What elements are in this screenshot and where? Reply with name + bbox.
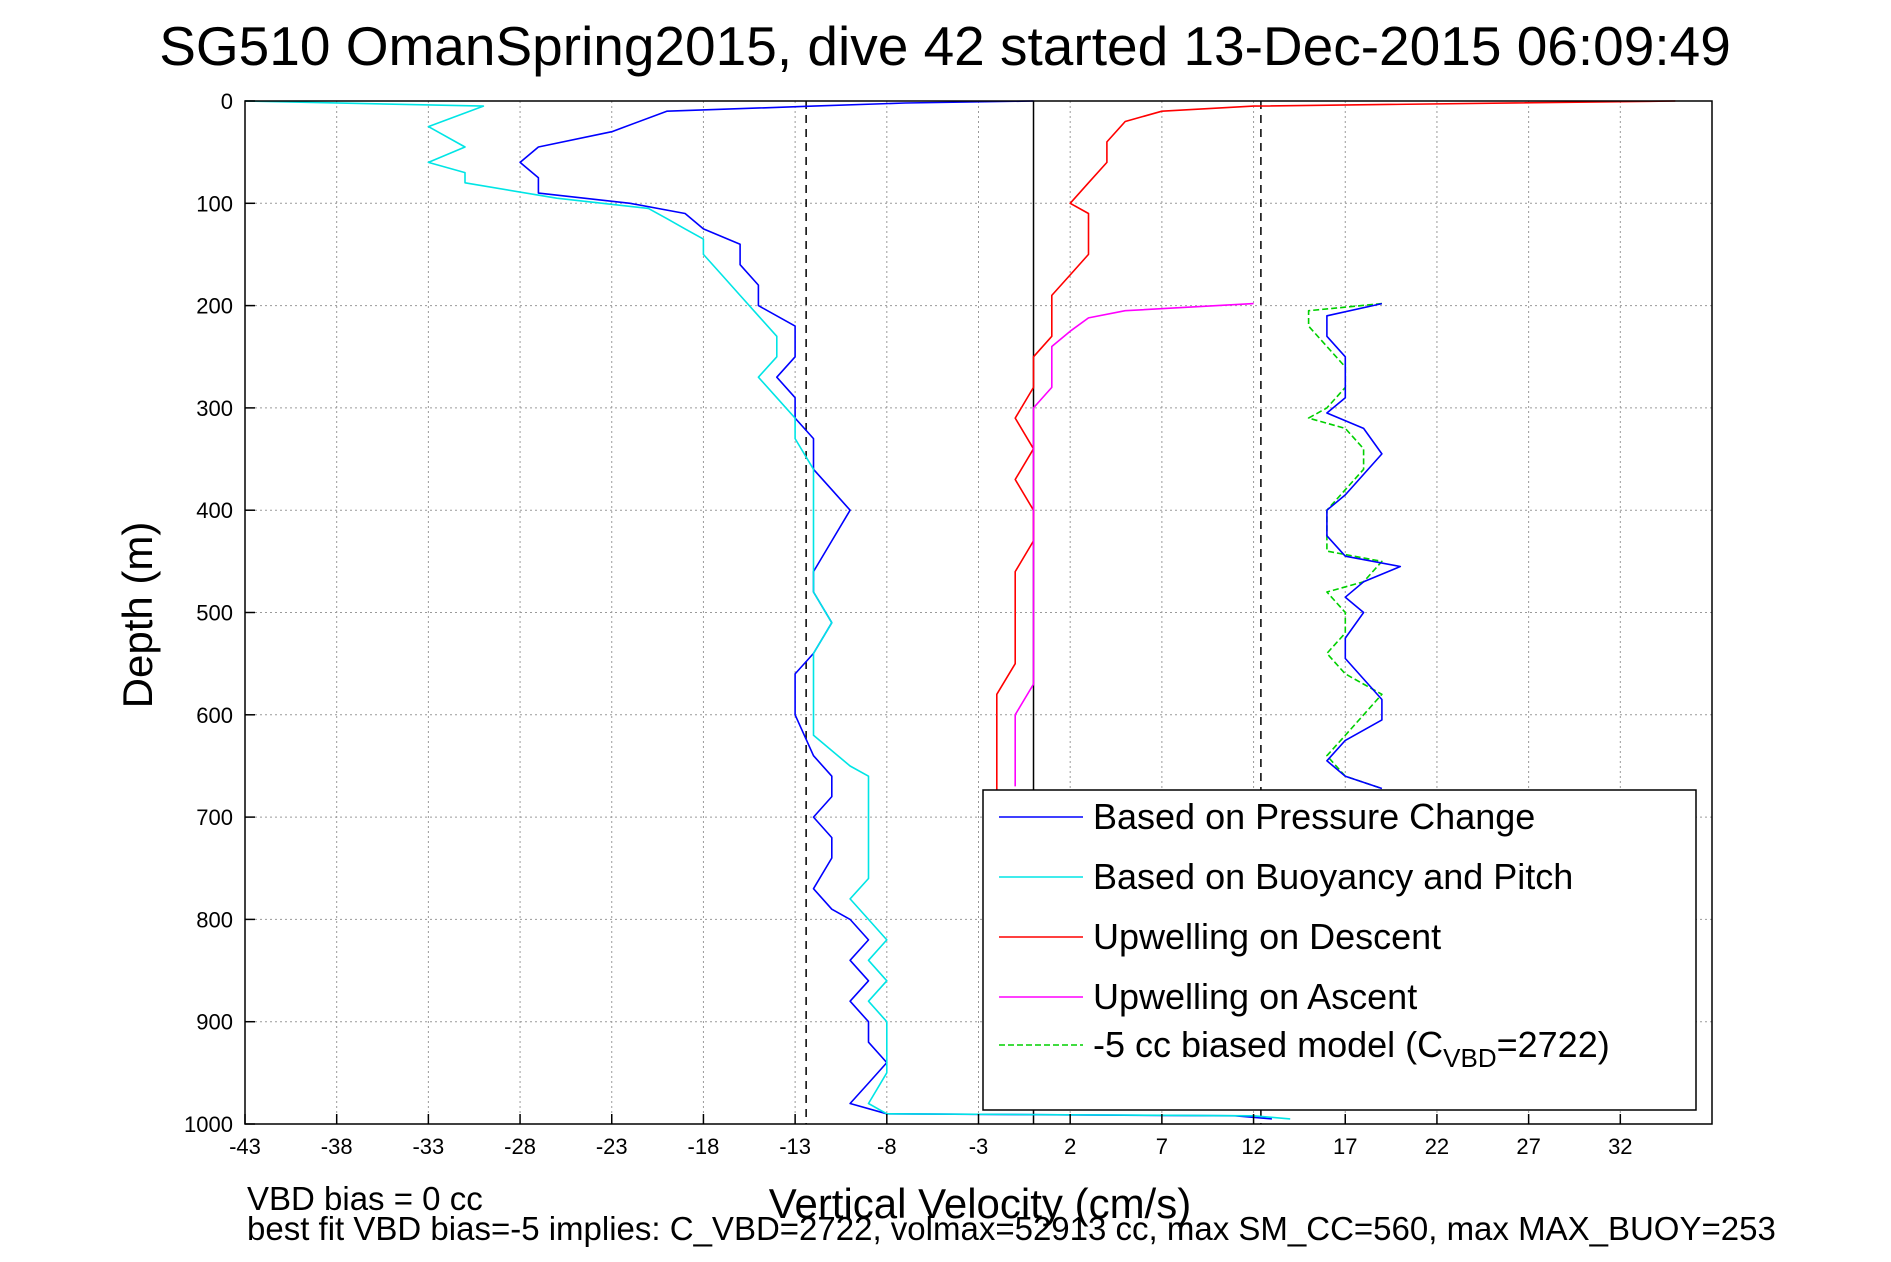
legend-label: Based on Pressure Change: [1093, 796, 1535, 837]
y-tick-label: 300: [196, 396, 233, 421]
x-tick-label: -33: [412, 1134, 444, 1159]
y-tick-label: 800: [196, 907, 233, 932]
y-tick-label: 500: [196, 601, 233, 626]
chart-title: SG510 OmanSpring2015, dive 42 started 13…: [159, 15, 1731, 77]
x-tick-label: 7: [1156, 1134, 1168, 1159]
series-group: [244, 100, 1676, 1120]
y-tick-label: 0: [221, 89, 233, 114]
x-tick-label: 22: [1425, 1134, 1449, 1159]
series-line-1: [244, 100, 1291, 1120]
x-ticks: -43 -38 -33 -28 -23 -18 -13 -8 -3 2 7 12 17 22 27 32: [229, 1114, 1633, 1159]
x-tick-label: -38: [321, 1134, 353, 1159]
y-ticks: 0 100 200 300 400 500 600 700 800 900 1000: [184, 89, 255, 1137]
x-tick-label: -3: [969, 1134, 989, 1159]
y-tick-label: 1000: [184, 1112, 233, 1137]
x-tick-label: 17: [1333, 1134, 1357, 1159]
x-tick-label: 12: [1241, 1134, 1265, 1159]
x-tick-label: 2: [1064, 1134, 1076, 1159]
y-tick-label: 100: [196, 191, 233, 216]
x-tick-label: 27: [1516, 1134, 1540, 1159]
y-tick-label: 600: [196, 703, 233, 728]
y-tick-label: 400: [196, 498, 233, 523]
legend-label: -5 cc biased model (CVBD=2722): [1093, 1024, 1610, 1073]
series-line-3: [1014, 302, 1254, 787]
legend-label: Based on Buoyancy and Pitch: [1093, 856, 1573, 897]
legend-label: Upwelling on Descent: [1093, 916, 1441, 957]
x-tick-label: -18: [688, 1134, 720, 1159]
series-line-5: [1326, 302, 1402, 790]
x-tick-label: -8: [877, 1134, 897, 1159]
y-tick-label: 200: [196, 294, 233, 319]
x-tick-label: -23: [596, 1134, 628, 1159]
x-axis-label: Vertical Velocity (cm/s): [769, 1180, 1191, 1227]
y-tick-label: 700: [196, 805, 233, 830]
legend-label: Upwelling on Ascent: [1093, 976, 1417, 1017]
annotation-best-fit: best fit VBD bias=-5 implies: C_VBD=2722…: [247, 1210, 1776, 1247]
annotation-vbd-bias: VBD bias = 0 cc: [247, 1180, 483, 1217]
legend-box: [982, 789, 1697, 1111]
x-tick-label: -43: [229, 1134, 261, 1159]
legend: Based on Pressure Change Based on Buoyanc…: [982, 789, 1697, 1111]
y-axis-label: Depth (m): [114, 522, 161, 709]
x-tick-label: 32: [1608, 1134, 1632, 1159]
y-tick-label: 900: [196, 1010, 233, 1035]
x-tick-label: -13: [779, 1134, 811, 1159]
series-line-2: [995, 100, 1676, 792]
x-tick-label: -28: [504, 1134, 536, 1159]
